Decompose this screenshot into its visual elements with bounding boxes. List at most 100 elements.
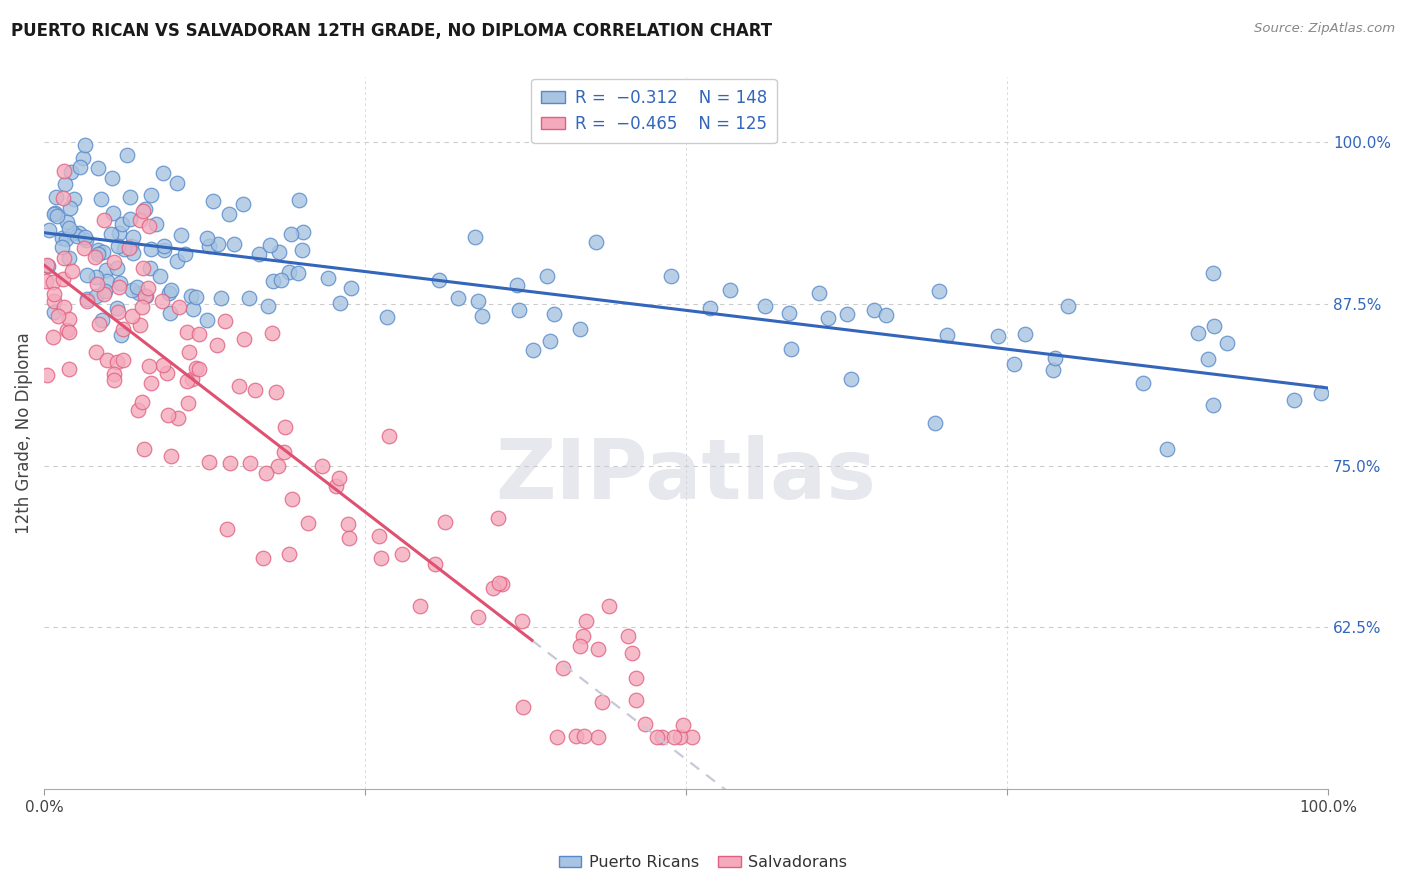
Point bbox=[311, 458, 333, 473]
Point bbox=[471, 310, 494, 324]
Point bbox=[572, 629, 595, 643]
Point bbox=[53, 178, 76, 192]
Point bbox=[586, 731, 609, 745]
Point bbox=[55, 215, 77, 229]
Point bbox=[184, 360, 207, 375]
Point bbox=[586, 642, 609, 657]
Point bbox=[128, 213, 150, 227]
Point bbox=[127, 280, 149, 294]
Point bbox=[375, 310, 398, 325]
Point bbox=[107, 305, 129, 319]
Point bbox=[112, 322, 135, 336]
Point bbox=[1204, 318, 1226, 333]
Text: PUERTO RICAN VS SALVADORAN 12TH GRADE, NO DIPLOMA CORRELATION CHART: PUERTO RICAN VS SALVADORAN 12TH GRADE, N… bbox=[11, 22, 772, 40]
Point bbox=[181, 372, 204, 386]
Point bbox=[239, 456, 262, 470]
Point bbox=[72, 151, 94, 165]
Point bbox=[131, 394, 153, 409]
Point bbox=[273, 445, 295, 459]
Point bbox=[84, 250, 107, 264]
Point bbox=[58, 251, 80, 265]
Point bbox=[1002, 357, 1025, 371]
Point bbox=[73, 241, 96, 255]
Point bbox=[273, 419, 295, 434]
Point bbox=[207, 237, 229, 252]
Point bbox=[58, 325, 80, 339]
Point bbox=[486, 511, 509, 525]
Point bbox=[44, 287, 66, 301]
Point bbox=[427, 273, 450, 287]
Point bbox=[651, 731, 673, 745]
Point bbox=[378, 429, 401, 443]
Point bbox=[467, 294, 489, 309]
Point bbox=[35, 274, 58, 288]
Point bbox=[157, 286, 180, 301]
Point bbox=[835, 307, 858, 321]
Point bbox=[699, 301, 721, 315]
Point bbox=[370, 551, 392, 566]
Point bbox=[197, 455, 219, 469]
Point bbox=[267, 244, 290, 259]
Point bbox=[58, 362, 80, 376]
Point bbox=[136, 281, 159, 295]
Point bbox=[160, 283, 183, 297]
Point bbox=[59, 201, 82, 215]
Point bbox=[128, 286, 150, 301]
Point bbox=[42, 207, 65, 221]
Point bbox=[337, 531, 360, 545]
Point bbox=[543, 307, 565, 321]
Point bbox=[108, 276, 131, 290]
Point bbox=[111, 218, 134, 232]
Point bbox=[166, 176, 188, 190]
Point bbox=[340, 281, 363, 295]
Point bbox=[145, 217, 167, 231]
Point bbox=[1187, 326, 1209, 340]
Point bbox=[467, 610, 489, 624]
Point bbox=[569, 322, 592, 336]
Point bbox=[778, 305, 800, 319]
Point bbox=[681, 731, 703, 745]
Point bbox=[645, 731, 668, 745]
Point bbox=[87, 244, 110, 258]
Point bbox=[195, 231, 218, 245]
Point bbox=[863, 302, 886, 317]
Point bbox=[111, 352, 134, 367]
Point bbox=[139, 261, 162, 276]
Point bbox=[131, 204, 153, 219]
Point bbox=[928, 285, 950, 299]
Y-axis label: 12th Grade, No Diploma: 12th Grade, No Diploma bbox=[15, 333, 32, 534]
Legend: Puerto Ricans, Salvadorans: Puerto Ricans, Salvadorans bbox=[553, 849, 853, 877]
Point bbox=[139, 187, 162, 202]
Point bbox=[214, 314, 236, 328]
Point bbox=[464, 230, 486, 244]
Point bbox=[875, 309, 897, 323]
Point bbox=[159, 306, 181, 320]
Point bbox=[96, 262, 118, 277]
Point bbox=[52, 191, 75, 205]
Point bbox=[131, 300, 153, 314]
Point bbox=[58, 312, 80, 326]
Point bbox=[155, 367, 177, 381]
Point bbox=[491, 577, 513, 591]
Point bbox=[52, 164, 75, 178]
Point bbox=[247, 247, 270, 261]
Point bbox=[202, 194, 225, 209]
Point bbox=[488, 576, 510, 591]
Point bbox=[1197, 352, 1219, 367]
Point bbox=[73, 138, 96, 153]
Point bbox=[176, 374, 198, 388]
Point bbox=[134, 289, 156, 303]
Point bbox=[187, 326, 209, 341]
Point bbox=[482, 581, 505, 595]
Point bbox=[122, 245, 145, 260]
Point bbox=[166, 253, 188, 268]
Point bbox=[434, 515, 457, 529]
Point bbox=[93, 213, 115, 227]
Point bbox=[75, 230, 97, 244]
Point bbox=[121, 309, 143, 323]
Point bbox=[316, 270, 339, 285]
Point bbox=[278, 547, 301, 561]
Point bbox=[46, 309, 69, 323]
Point bbox=[187, 361, 209, 376]
Point bbox=[616, 629, 638, 643]
